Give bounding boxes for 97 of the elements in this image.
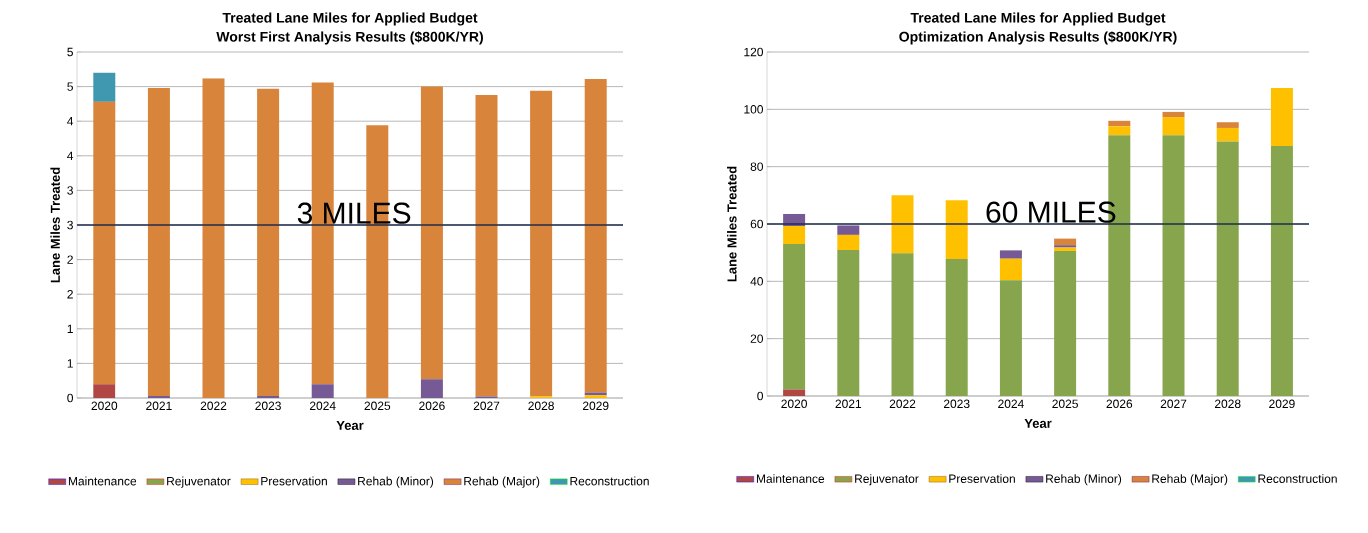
- y-tick-label: 4: [67, 117, 74, 126]
- bar: [837, 225, 860, 235]
- bar: [1108, 120, 1131, 127]
- legend-label: Maintenance: [756, 474, 825, 483]
- legend-label: Rehab (Minor): [358, 476, 434, 488]
- y-tick-label: 0: [67, 393, 74, 403]
- bar: [147, 87, 170, 396]
- x-tick-label: 2020: [91, 401, 118, 411]
- x-tick-label: 2027: [1160, 399, 1187, 409]
- bar: [1108, 126, 1131, 136]
- bar: [1162, 111, 1185, 118]
- bar: [1216, 127, 1239, 142]
- bar: [783, 389, 806, 396]
- bar: [837, 250, 860, 396]
- bar: [420, 86, 443, 380]
- x-tick-label: 2025: [364, 401, 391, 411]
- legend-label: Preservation: [261, 476, 327, 486]
- bar: [584, 78, 607, 393]
- bar: [999, 258, 1022, 281]
- bar: [945, 200, 968, 259]
- x-tick-label: 2026: [419, 401, 445, 411]
- legend-label: Maintenance: [68, 476, 137, 486]
- bar: [257, 88, 280, 396]
- bar: [891, 253, 914, 396]
- bar: [945, 258, 968, 396]
- bar: [999, 250, 1022, 259]
- y-tick-label: 120: [744, 47, 764, 57]
- bar: [311, 384, 334, 398]
- x-tick-label: 2021: [835, 399, 862, 409]
- x-tick-label: 2028: [1214, 399, 1241, 409]
- legend-label: Preservation: [949, 474, 1015, 483]
- x-tick-label: 2021: [146, 401, 172, 411]
- x-tick-label: 2024: [309, 401, 336, 411]
- bar: [891, 195, 914, 254]
- x-axis-title: Year: [1024, 418, 1052, 428]
- y-tick-label: 4: [67, 151, 74, 160]
- bar: [93, 72, 116, 102]
- legend-label: Rehab (Minor): [1046, 474, 1122, 486]
- x-tick-label: 2026: [1106, 399, 1133, 409]
- bar: [147, 395, 170, 398]
- bar: [783, 226, 806, 245]
- y-tick-label: 20: [750, 334, 764, 343]
- bar: [837, 234, 860, 251]
- x-axis-title: Year: [336, 420, 364, 430]
- legend-label: Reconstruction: [1258, 474, 1337, 483]
- bar: [202, 78, 225, 398]
- bar: [1162, 135, 1185, 396]
- y-tick-label: 5: [67, 47, 73, 57]
- x-tick-label: 2020: [781, 399, 807, 409]
- legend-label: Rejuvenator: [855, 474, 919, 486]
- bar: [1054, 238, 1077, 246]
- y-tick-label: 1: [67, 359, 73, 368]
- bar: [1054, 250, 1077, 396]
- y-tick-label: 2: [67, 290, 73, 299]
- y-tick-label: 40: [750, 277, 764, 286]
- chart-title: Treated Lane Miles for Applied Budget: [910, 12, 1166, 26]
- chart-title: Treated Lane Miles for Applied Budget: [222, 12, 478, 26]
- bar: [475, 94, 498, 397]
- y-tick-label: 3: [67, 186, 73, 195]
- y-axis-title: Lane Miles Treated: [727, 166, 737, 282]
- bar: [1162, 117, 1185, 136]
- bar: [93, 384, 116, 398]
- x-tick-label: 2024: [998, 399, 1024, 409]
- chart-subtitle: Worst First Analysis Results ($800K/YR): [216, 31, 483, 45]
- legend-label: Rehab (Major): [1152, 474, 1228, 486]
- x-tick-label: 2028: [528, 401, 554, 411]
- chart-subtitle: Optimization Analysis Results ($800K/YR): [899, 31, 1177, 45]
- bar: [783, 244, 806, 390]
- y-tick-label: 5: [67, 82, 73, 91]
- x-tick-label: 2025: [1052, 399, 1078, 409]
- y-tick-label: 80: [750, 162, 764, 171]
- bar: [1270, 88, 1293, 147]
- y-tick-label: 1: [67, 324, 73, 333]
- bar: [1270, 146, 1293, 396]
- x-tick-label: 2029: [1269, 399, 1295, 409]
- bar: [420, 379, 443, 398]
- x-tick-label: 2027: [473, 401, 500, 411]
- bar: [257, 395, 280, 398]
- y-tick-label: 60: [750, 219, 764, 229]
- legend-label: Rejuvenator: [167, 476, 231, 488]
- y-tick-label: 100: [744, 105, 764, 114]
- y-tick-label: 3: [67, 220, 73, 230]
- x-tick-label: 2022: [889, 399, 916, 409]
- x-tick-label: 2022: [200, 401, 227, 411]
- x-tick-label: 2023: [943, 399, 970, 409]
- y-tick-label: 0: [757, 391, 764, 401]
- x-tick-label: 2029: [582, 401, 609, 411]
- legend-label: Reconstruction: [570, 476, 649, 486]
- y-axis-title: Lane Miles Treated: [50, 167, 60, 283]
- legend-label: Rehab (Major): [464, 476, 540, 488]
- bar: [93, 101, 116, 385]
- bar: [530, 90, 553, 397]
- y-tick-label: 2: [67, 255, 73, 264]
- bar: [1216, 141, 1239, 396]
- x-tick-label: 2023: [255, 401, 281, 411]
- bar: [1216, 122, 1239, 128]
- bar: [999, 280, 1022, 396]
